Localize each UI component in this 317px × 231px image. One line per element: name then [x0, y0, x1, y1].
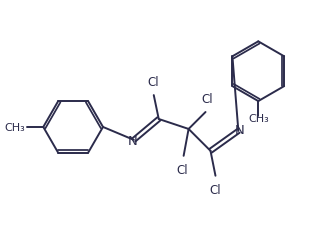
Text: N: N [128, 135, 138, 148]
Text: Cl: Cl [177, 163, 188, 176]
Text: N: N [235, 124, 244, 137]
Text: Cl: Cl [147, 76, 158, 89]
Text: Cl: Cl [202, 93, 213, 106]
Text: CH₃: CH₃ [248, 113, 268, 123]
Text: CH₃: CH₃ [5, 122, 25, 132]
Text: Cl: Cl [210, 183, 221, 196]
